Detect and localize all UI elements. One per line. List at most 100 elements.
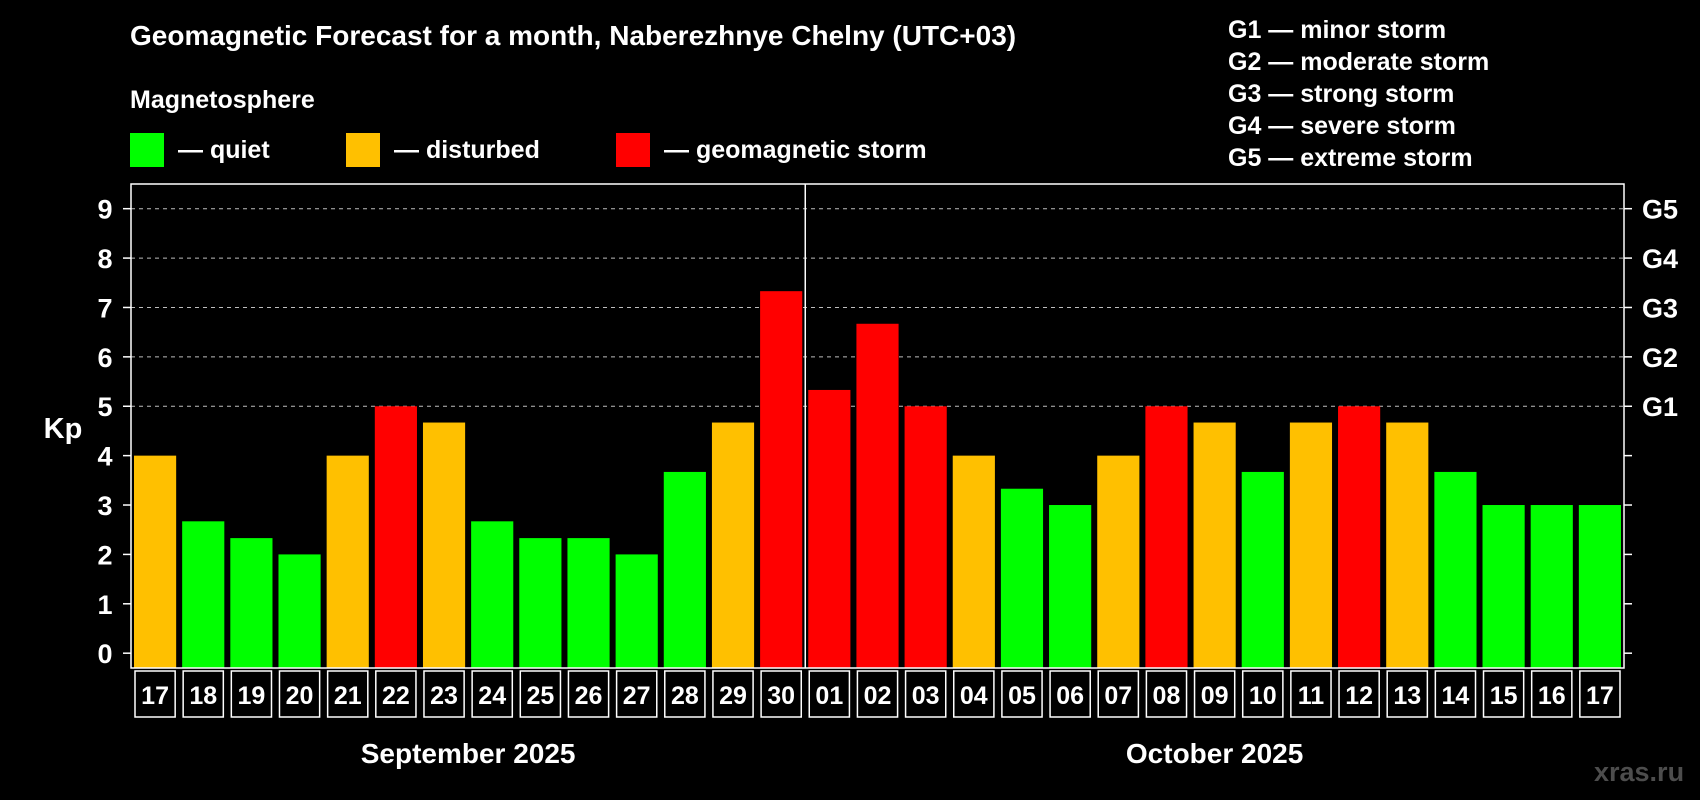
bar-23 [1241,471,1284,668]
legend-label-quiet: — quiet [178,135,270,164]
x-tick-label-4: 21 [334,682,362,710]
date-cell-9 [567,670,610,718]
date-cell-3 [278,670,321,718]
y-tick-label-6: 6 [97,343,112,373]
bar-26 [1386,422,1429,668]
y-tick-label-3: 3 [97,491,112,521]
date-cell-10 [615,670,658,718]
bar-21 [1145,406,1188,668]
date-cell-19 [1049,670,1091,718]
bar-30 [1578,505,1621,668]
g-scale-g1: G1 — minor storm [1228,16,1447,44]
date-cell-7 [471,670,514,718]
date-cell-13 [760,670,803,718]
y-axis-label: Kp [44,413,83,445]
x-tick-label-30: 17 [1586,682,1614,710]
date-cell-29 [1530,670,1573,718]
right-axis-label-g1: G1 [1642,392,1678,422]
x-tick-label-2: 19 [237,682,265,710]
g-scale-g2: G2 — moderate storm [1228,48,1490,76]
x-tick-label-17: 04 [960,682,988,710]
x-tick-label-19: 06 [1056,682,1084,710]
right-axis-label-g5: G5 [1642,195,1678,225]
bar-11 [663,471,706,668]
x-tick-label-14: 01 [815,682,843,710]
bar-12 [711,422,755,668]
legend-swatch-quiet [130,133,164,167]
date-cell-30 [1579,670,1621,718]
bar-19 [1049,505,1092,668]
bar-27 [1434,471,1477,668]
y-tick-label-4: 4 [97,442,112,472]
bar-29 [1530,505,1573,668]
date-cell-26 [1386,670,1429,718]
chart-title: Geomagnetic Forecast for a month, Nabere… [130,20,1017,51]
x-tick-label-15: 02 [864,682,892,710]
date-cell-16 [904,670,947,718]
x-tick-label-8: 25 [526,682,554,710]
legend-label-storm: — geomagnetic storm [664,135,927,164]
bar-13 [760,291,803,668]
legend-heading: Magnetosphere [130,86,315,114]
x-tick-label-1: 18 [189,682,217,710]
x-tick-label-27: 14 [1442,682,1470,710]
y-tick-label-1: 1 [97,590,112,620]
x-tick-label-9: 26 [575,682,603,710]
x-tick-label-21: 08 [1153,682,1181,710]
month-label-1: October 2025 [1126,738,1303,769]
bar-18 [1000,488,1044,668]
date-cell-17 [952,670,995,718]
date-cell-27 [1434,670,1477,718]
x-tick-label-3: 20 [286,682,314,710]
bar-5 [374,406,417,668]
g-scale-g5: G5 — extreme storm [1228,144,1473,172]
date-cell-6 [423,670,465,718]
x-tick-label-6: 23 [430,682,458,710]
x-tick-label-18: 05 [1008,682,1036,710]
date-cell-18 [1001,670,1043,718]
plot-frame [130,183,1625,669]
date-cell-11 [664,670,706,718]
y-tick-label-5: 5 [97,392,112,422]
bar-16 [904,406,947,668]
x-tick-label-10: 27 [623,682,651,710]
right-axis-label-g4: G4 [1642,244,1678,274]
legend: — quiet — disturbed — geomagnetic storm [0,133,1700,173]
bar-10 [615,554,658,668]
bar-7 [471,521,514,668]
bar-15 [856,323,899,668]
date-cell-4 [326,670,369,718]
date-cell-20 [1097,670,1140,718]
x-tick-label-12: 29 [719,682,747,710]
bar-4 [326,455,369,668]
date-cell-23 [1241,670,1284,718]
date-cell-15 [856,670,899,718]
legend-item-disturbed: — disturbed [346,133,540,167]
legend-label-disturbed: — disturbed [394,135,540,164]
bar-25 [1338,406,1381,668]
x-tick-label-24: 11 [1298,682,1325,710]
legend-swatch-disturbed [346,133,380,167]
date-cell-25 [1338,670,1380,718]
date-cell-14 [808,670,851,718]
g-scale-list: G1 — minor storm G2 — moderate storm G3 … [1228,14,1489,174]
watermark: xras.ru [1594,757,1685,787]
bar-0 [134,455,177,668]
bar-24 [1289,422,1333,668]
month-label-0: September 2025 [361,738,576,769]
bar-28 [1482,505,1525,668]
x-tick-label-13: 30 [767,682,795,710]
y-tick-label-8: 8 [97,244,112,274]
x-tick-label-5: 22 [382,682,410,710]
x-tick-label-25: 12 [1345,682,1373,710]
legend-swatch-storm [616,133,650,167]
date-cell-21 [1145,670,1188,718]
date-cell-12 [712,670,754,718]
x-tick-label-28: 15 [1490,682,1518,710]
y-tick-label-0: 0 [97,639,112,669]
y-tick-label-2: 2 [97,540,112,570]
x-tick-label-22: 09 [1201,682,1229,710]
date-cell-5 [375,670,417,718]
legend-item-quiet: — quiet [130,133,270,167]
